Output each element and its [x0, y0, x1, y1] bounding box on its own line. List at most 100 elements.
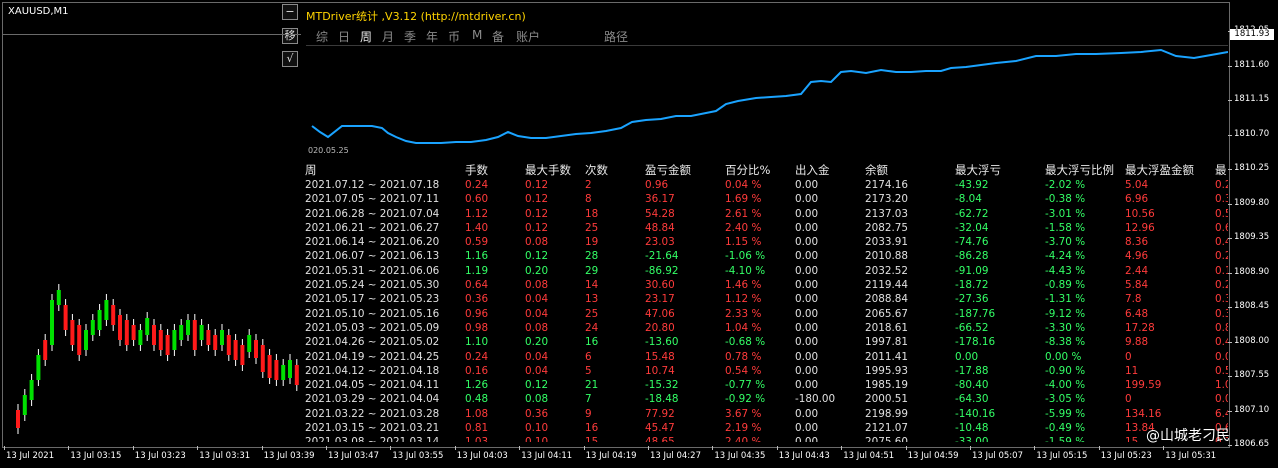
- table-cell: 1.12: [465, 207, 489, 220]
- table-row: 2021.04.05 ~ 2021.04.11 1.26 0.12 21 -15.32 -…: [305, 378, 1228, 392]
- table-cell: 0.00: [795, 193, 819, 206]
- table-cell: 48.84: [645, 221, 675, 234]
- tab-m[interactable]: M: [472, 28, 483, 42]
- table-cell: 0.00: [795, 279, 819, 292]
- tab-path[interactable]: 路径: [604, 30, 629, 44]
- tab-month[interactable]: 月: [382, 30, 395, 44]
- time-tick-label: 13 Jul 03:55: [392, 451, 444, 461]
- tab-backup[interactable]: 备: [492, 30, 505, 44]
- time-tick-label: 13 Jul 2021: [6, 451, 55, 461]
- table-cell: 15.48: [645, 350, 675, 363]
- grid-line: [2, 34, 301, 35]
- table-cell: 1.46 %: [725, 279, 762, 292]
- table-cell: 0.64: [465, 279, 489, 292]
- column-header[interactable]: 手数: [465, 163, 488, 177]
- column-header[interactable]: 周: [305, 163, 317, 177]
- table-cell: 2.33 %: [725, 307, 762, 320]
- column-header[interactable]: 最: [1215, 163, 1227, 177]
- table-cell: 2021.06.07 ~ 2021.06.13: [305, 250, 440, 263]
- table-cell: 2021.07.05 ~ 2021.07.11: [305, 193, 440, 206]
- table-cell: 0.81: [465, 422, 489, 435]
- table-cell: 13.84: [1125, 422, 1155, 435]
- column-header[interactable]: 百分比%: [725, 163, 771, 177]
- column-header[interactable]: 次数: [585, 163, 608, 177]
- table-cell: 0.96: [645, 179, 669, 191]
- table-cell: 1.04 %: [725, 321, 762, 334]
- table-cell: 0.98: [465, 321, 489, 334]
- table-cell: -9.12 %: [1045, 307, 1086, 320]
- price-tick: [1228, 134, 1232, 136]
- table-cell: 0.04 %: [725, 179, 762, 191]
- table-cell: 24: [585, 321, 599, 334]
- time-tick-label: 13 Jul 05:23: [1100, 451, 1152, 461]
- column-header[interactable]: 最大浮盈金额: [1125, 163, 1194, 177]
- tab-all[interactable]: 综: [316, 30, 329, 44]
- tab-week[interactable]: 周: [360, 30, 373, 44]
- chart-symbol-label: XAUUSD,M1: [8, 6, 69, 17]
- table-cell: 0.12: [525, 221, 549, 234]
- table-cell: 2021.04.05 ~ 2021.04.11: [305, 379, 440, 392]
- move-button[interactable]: 移: [282, 28, 298, 44]
- table-cell: 25: [585, 221, 599, 234]
- minimize-button[interactable]: −: [282, 4, 298, 20]
- table-cell: 0.24: [465, 350, 489, 363]
- table-cell: 0.36: [525, 407, 549, 420]
- price-tick: [1228, 272, 1232, 274]
- table-cell: -32.04: [955, 221, 989, 234]
- stats-table: 周手数 最大手数 次数 盈亏金额 百分比% 出入金 余额 最大浮亏 最大浮亏比例 最大浮盈金额最 …: [305, 162, 1228, 442]
- column-header[interactable]: 盈亏金额: [645, 163, 691, 177]
- table-cell: -178.16: [955, 336, 996, 349]
- table-cell: 0.4: [1215, 236, 1228, 249]
- tab-currency[interactable]: 币: [448, 30, 461, 44]
- table-cell: 14: [585, 279, 599, 292]
- price-tick: [1228, 445, 1232, 446]
- table-cell: 0.0: [1215, 350, 1228, 363]
- table-row: 2021.06.28 ~ 2021.07.04 1.12 0.12 18 54.28 2.…: [305, 207, 1228, 221]
- table-cell: -1.06 %: [725, 250, 766, 263]
- equity-curve-chart: [306, 46, 1228, 146]
- column-header[interactable]: 最大浮亏: [955, 163, 1001, 177]
- table-cell: 21: [585, 379, 599, 392]
- price-tick-label: 1809.35: [1234, 232, 1270, 242]
- table-row: 2021.05.03 ~ 2021.05.09 0.98 0.08 24 20.80 1.…: [305, 321, 1228, 335]
- tab-day[interactable]: 日: [338, 30, 351, 44]
- time-tick: [390, 446, 392, 450]
- table-cell: 6.48: [1125, 307, 1149, 320]
- price-tick: [1228, 169, 1232, 170]
- column-header[interactable]: 出入金: [795, 163, 830, 177]
- table-cell: 2088.84: [865, 293, 908, 306]
- time-tick-label: 13 Jul 04:19: [585, 451, 637, 461]
- chart-frame: [2, 2, 1230, 448]
- table-header: 周 手数 最大手数 次数 盈亏金额 百分比% 出入金 余额 最大浮亏 最大浮亏比例 最大浮盈金额 最: [305, 162, 1228, 178]
- table-cell: 2021.05.31 ~ 2021.06.06: [305, 264, 440, 277]
- price-tick-label: 1810.25: [1234, 163, 1270, 173]
- table-cell: 0.2: [1215, 250, 1228, 263]
- column-header[interactable]: 最大手数: [525, 163, 571, 177]
- table-cell: 0.00: [795, 435, 818, 442]
- table-cell: 17.28: [1125, 321, 1155, 334]
- table-cell: 0.00: [795, 179, 819, 191]
- table-cell: 0.5: [1215, 207, 1228, 220]
- candle-body: [97, 310, 102, 330]
- table-cell: -187.76: [955, 307, 996, 320]
- table-cell: 0.08: [525, 236, 549, 249]
- table-cell: 2021.06.14 ~ 2021.06.20: [305, 236, 440, 249]
- equity-start-label: 020.05.25: [308, 146, 349, 155]
- table-cell: -18.72: [955, 279, 989, 292]
- table-cell: -0.49 %: [1045, 422, 1086, 435]
- table-cell: 0.00: [795, 321, 819, 334]
- table-cell: 0.96: [465, 307, 489, 320]
- table-cell: -0.68 %: [725, 336, 766, 349]
- tab-year[interactable]: 年: [426, 30, 439, 44]
- column-header[interactable]: 最大浮亏比例: [1045, 163, 1114, 177]
- table-cell: 7: [585, 393, 592, 406]
- table-cell: 9: [585, 407, 592, 420]
- tab-account[interactable]: 账户: [516, 30, 541, 44]
- time-tick: [454, 446, 456, 450]
- column-header[interactable]: 余额: [865, 163, 888, 177]
- tab-quarter[interactable]: 季: [404, 30, 417, 44]
- confirm-button[interactable]: √: [282, 51, 298, 67]
- table-cell: 0.1: [1215, 264, 1228, 277]
- table-cell: 0.54 %: [725, 364, 762, 377]
- time-tick: [68, 446, 70, 450]
